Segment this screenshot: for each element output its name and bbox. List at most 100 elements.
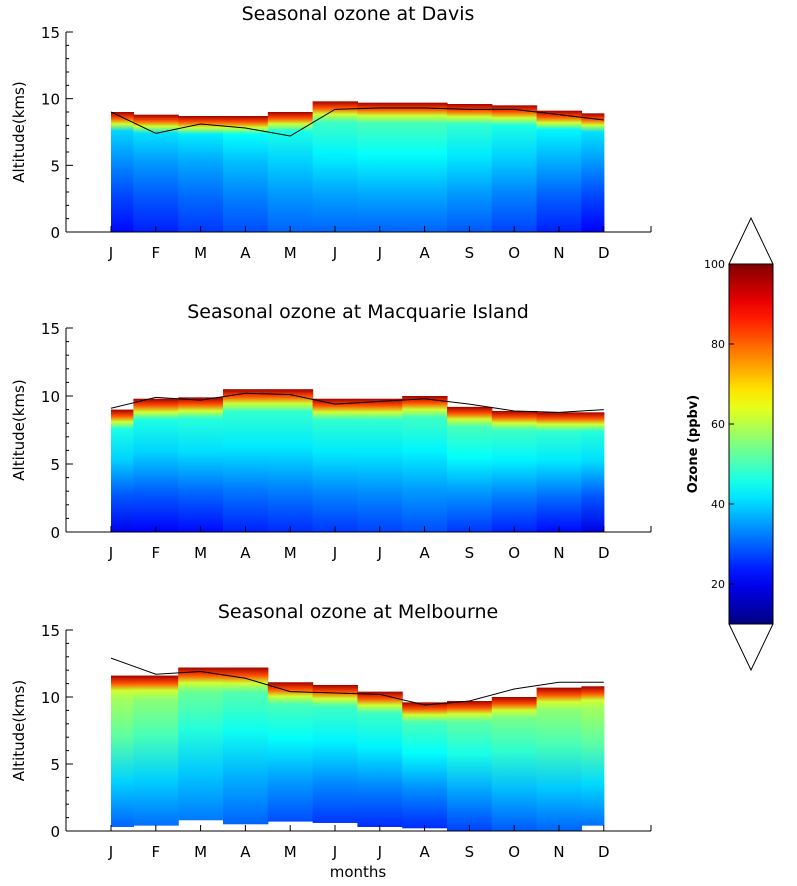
y-tick-label: 15 (41, 24, 60, 42)
x-tick-label: A (240, 244, 251, 262)
heatmap-column (536, 412, 582, 532)
y-tick-label: 0 (50, 524, 60, 542)
heatmap-column (267, 682, 314, 822)
x-tick-label: N (553, 244, 564, 262)
x-tick-label: A (419, 244, 430, 262)
heatmap-column (178, 397, 224, 532)
heatmap-davis: 0 5 10 15 J F M A M J J A S O N D Altitude(kms) (10, 24, 652, 262)
colorbar-tick-label: 40 (711, 498, 725, 511)
heatmap-column (178, 667, 224, 821)
heatmap-column (402, 102, 448, 233)
y-tick-label: 0 (50, 823, 60, 841)
x-tick-label: M (194, 843, 207, 861)
x-tick-label: A (419, 544, 430, 562)
y-tick-label: 10 (41, 689, 60, 707)
x-tick-label: J (108, 244, 113, 262)
heatmap-column (133, 675, 179, 826)
y-tick-label: 0 (50, 224, 60, 242)
x-tick-label: A (240, 843, 251, 861)
x-tick-label: J (377, 544, 382, 562)
heatmap-column (447, 406, 493, 532)
heatmap-column (491, 697, 538, 831)
heatmap-column (581, 113, 605, 232)
x-tick-label: J (108, 544, 113, 562)
heatmap-column (402, 396, 448, 532)
heatmap-macquarie-island: 0 5 10 15 J F M A M J J A S O N D Altitude(kms) (10, 320, 652, 562)
colorbar-tick-label: 80 (711, 338, 725, 351)
x-tick-label: F (151, 244, 160, 262)
x-tick-label: D (598, 244, 610, 262)
x-tick-label: J (332, 843, 337, 861)
colorbar-extend-max (728, 216, 774, 265)
heatmap-column (111, 409, 134, 532)
chart-title: Seasonal ozone at Davis (242, 3, 475, 25)
heatmap-melbourne: 0 5 10 15 J F M A M J J A S O N D Altitude(kms) (10, 622, 652, 861)
heatmap-column (447, 104, 493, 232)
heatmap-column (111, 112, 134, 232)
x-tick-label: S (465, 843, 475, 861)
heatmap-column (133, 114, 179, 232)
heatmap-column (267, 389, 314, 532)
heatmap-column (447, 701, 493, 831)
heatmap-column (223, 389, 269, 532)
panel-macquarie-island: Seasonal ozone at Macquarie Island 0 5 10 1… (10, 301, 652, 562)
tropopause-line (110, 392, 604, 413)
heatmap-column (581, 686, 605, 826)
x-tick-label: A (419, 843, 430, 861)
heatmap-column (536, 110, 582, 232)
x-tick-label: M (284, 843, 297, 861)
heatmap-column (178, 116, 224, 232)
x-tick-label: N (553, 843, 564, 861)
colorbar-gradient (728, 263, 774, 625)
heatmap-column (133, 398, 179, 532)
heatmap-column (267, 112, 314, 232)
y-tick-label: 5 (50, 456, 60, 474)
heatmap-column (312, 398, 358, 532)
x-tick-label: M (194, 244, 207, 262)
y-tick-label: 10 (41, 388, 60, 406)
heatmap-column (581, 412, 605, 532)
y-tick-label: 5 (50, 756, 60, 774)
x-tick-label: M (194, 544, 207, 562)
x-tick-label: F (151, 544, 160, 562)
chart-title: Seasonal ozone at Melbourne (218, 601, 498, 623)
x-tick-label: F (151, 843, 160, 861)
x-tick-label: D (598, 843, 610, 861)
chart-title: Seasonal ozone at Macquarie Island (187, 301, 529, 323)
x-tick-label: J (108, 843, 113, 861)
x-tick-label: J (332, 244, 337, 262)
tropopause-line (110, 107, 604, 137)
colorbar-label: Ozone (ppbv) (686, 395, 701, 493)
heatmap-column (357, 691, 403, 827)
panel-davis: Seasonal ozone at Davis 0 5 10 15 J F M A M J J A S O… (10, 3, 652, 262)
x-tick-label: O (508, 843, 520, 861)
y-tick-label: 15 (41, 320, 60, 338)
y-tick-label: 15 (41, 622, 60, 640)
heatmap-column (223, 116, 269, 232)
x-tick-label: M (284, 544, 297, 562)
colorbar-tick-label: 100 (704, 258, 725, 271)
x-tick-label: O (508, 544, 520, 562)
heatmap-column (312, 684, 358, 823)
x-tick-label: J (377, 843, 382, 861)
y-axis-label: Altitude(kms) (10, 81, 28, 182)
heatmap-column (491, 105, 538, 232)
y-axis-label: Altitude(kms) (10, 379, 28, 480)
heatmap-column (357, 398, 403, 532)
heatmap-column (536, 687, 582, 831)
heatmap-column (312, 101, 358, 232)
x-tick-label: D (598, 544, 610, 562)
heatmap-column (491, 410, 538, 532)
x-tick-label: N (553, 544, 564, 562)
x-tick-label: M (284, 244, 297, 262)
y-tick-label: 5 (50, 157, 60, 175)
colorbar-extend-min (728, 623, 774, 672)
x-tick-label: A (240, 544, 251, 562)
heatmap-column (357, 102, 403, 233)
colorbar-tick-label: 20 (711, 578, 725, 591)
panel-melbourne: Seasonal ozone at Melbourne 0 5 10 15 J F M A M J… (10, 601, 652, 881)
y-tick-label: 10 (41, 91, 60, 109)
heatmap-column (223, 667, 269, 825)
x-tick-label: S (465, 244, 475, 262)
